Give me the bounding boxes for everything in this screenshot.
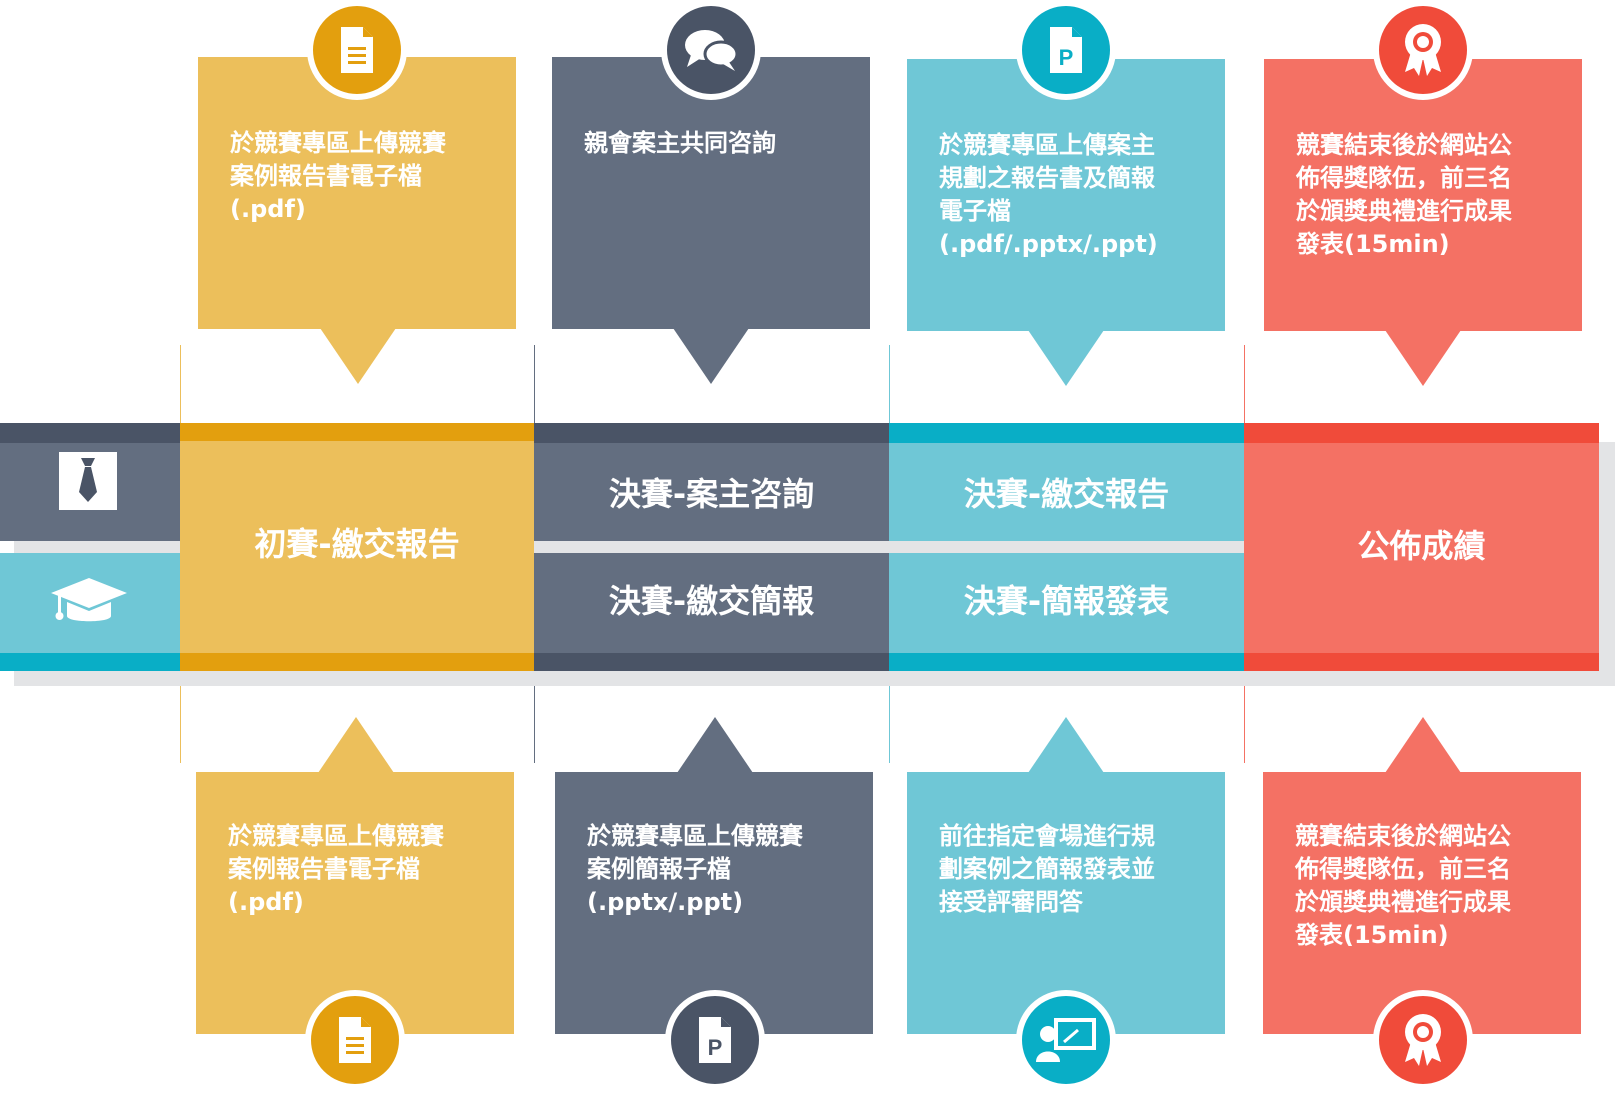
stage-1-block <box>180 441 534 655</box>
graduation-cap-icon <box>51 578 127 622</box>
stage-final-present-label: 決賽-簡報發表 <box>963 582 1170 620</box>
ppt-file-icon: P <box>1050 27 1082 73</box>
stage-2-upper-block <box>534 443 889 541</box>
stage-1-bottom-stripe <box>180 653 534 671</box>
bottom-icon-circle-3 <box>1016 990 1116 1090</box>
callout-top-4: 競賽結束後於網站公 佈得獎隊伍，前三名 於頒獎典禮進行成果 發表(15min) <box>1264 59 1582 331</box>
callout-top-3: 於競賽專區上傳案主 規劃之報告書及簡報 電子檔 (.pdf/.pptx/.ppt… <box>907 59 1225 331</box>
presentation-icon <box>1036 1018 1096 1062</box>
callout-bottom-1-text: 於競賽專區上傳競賽 案例報告書電子檔 (.pdf) <box>228 822 444 916</box>
bottom-icon-circle-4 <box>1373 990 1473 1090</box>
stage-results-label: 公佈成績 <box>1357 527 1486 565</box>
callout-top-2-pointer <box>673 328 749 384</box>
callout-bottom-3-text: 前往指定會場進行規 劃案例之簡報發表並 接受評審問答 <box>939 822 1155 916</box>
callout-bottom-2-pointer <box>677 717 753 773</box>
stage-3-top-stripe <box>889 423 1244 443</box>
callout-top-1-text: 於競賽專區上傳競賽 案例報告書電子檔 (.pdf) <box>230 129 446 223</box>
stage-2-top-stripe <box>534 423 889 443</box>
legend-bottom-icon-wrap <box>49 576 129 628</box>
callout-bottom-4-pointer <box>1385 717 1461 773</box>
stage-4-top-stripe <box>1244 423 1599 443</box>
stage-preliminary-label: 初賽-繳交報告 <box>254 525 460 563</box>
callout-top-4-pointer <box>1385 330 1461 386</box>
stage-final-report-label: 決賽-繳交報告 <box>963 475 1170 513</box>
callout-bottom-1-pointer <box>318 717 394 773</box>
legend-bottom-stripe <box>0 653 180 671</box>
necktie-icon <box>79 458 97 502</box>
document-icon <box>339 1017 371 1063</box>
stage-final-consult-label: 決賽-案主咨詢 <box>608 475 815 513</box>
svg-text:P: P <box>708 1035 723 1060</box>
stage-4-block <box>1244 443 1599 653</box>
callout-top-3-text: 於競賽專區上傳案主 規劃之報告書及簡報 電子檔 (.pdf/.pptx/.ppt… <box>939 131 1158 258</box>
callout-bottom-3-pointer <box>1028 717 1104 773</box>
top-icon-circle-2 <box>661 0 761 100</box>
legend-top-stripe <box>0 423 180 443</box>
stage-2-bottom-stripe <box>534 653 889 671</box>
bottom-icon-circle-2: P <box>665 990 765 1090</box>
stage-4-bottom-stripe <box>1244 653 1599 671</box>
top-icon-circle-1 <box>307 0 407 100</box>
callout-top-2: 親會案主共同咨詢 <box>552 57 870 329</box>
stage-1-top-stripe <box>180 423 534 441</box>
stage-3-upper-block <box>889 443 1244 541</box>
callout-bottom-4-text: 競賽結束後於網站公 佈得獎隊伍，前三名 於頒獎典禮進行成果 發表(15min) <box>1295 822 1511 949</box>
ppt-file-icon: P <box>699 1017 731 1063</box>
legend-top-icon-box <box>59 452 117 510</box>
top-icon-circle-4 <box>1373 0 1473 100</box>
callout-top-2-text: 親會案主共同咨詢 <box>584 129 776 157</box>
top-icon-circle-3: P <box>1016 0 1116 100</box>
document-icon <box>341 27 373 73</box>
chat-bubbles-icon <box>685 30 739 71</box>
stage-2-lower-block <box>534 553 889 653</box>
stage-3-lower-block <box>889 553 1244 653</box>
award-ribbon-icon <box>1405 24 1441 76</box>
callout-top-1: 於競賽專區上傳競賽 案例報告書電子檔 (.pdf) <box>198 57 516 329</box>
callout-top-1-pointer <box>320 328 396 384</box>
stage-final-slides-label: 決賽-繳交簡報 <box>608 582 815 620</box>
callout-top-4-text: 競賽結束後於網站公 佈得獎隊伍，前三名 於頒獎典禮進行成果 發表(15min) <box>1296 131 1512 258</box>
stage-3-bottom-stripe <box>889 653 1244 671</box>
bottom-icon-circle-1 <box>305 990 405 1090</box>
callout-top-3-pointer <box>1028 330 1104 386</box>
callout-bottom-2-text: 於競賽專區上傳競賽 案例簡報子檔 (.pptx/.ppt) <box>587 822 803 916</box>
svg-text:P: P <box>1059 45 1074 70</box>
award-ribbon-icon <box>1405 1014 1441 1066</box>
